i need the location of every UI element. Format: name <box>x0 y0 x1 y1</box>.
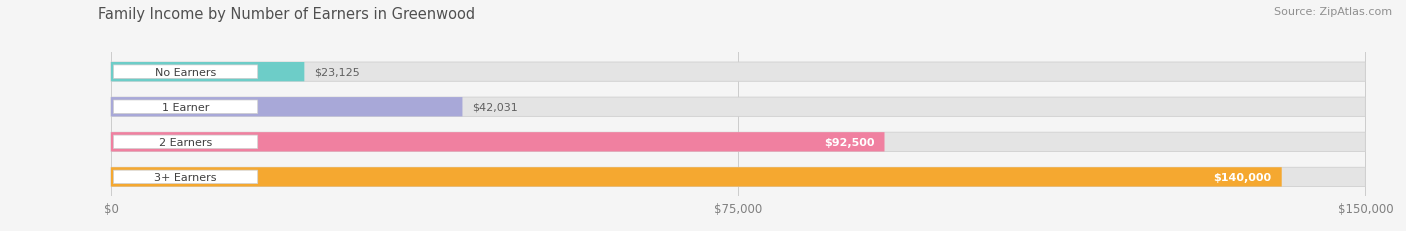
FancyBboxPatch shape <box>111 167 1365 187</box>
Text: $42,031: $42,031 <box>472 102 519 112</box>
Text: $140,000: $140,000 <box>1213 172 1271 182</box>
FancyBboxPatch shape <box>111 167 1282 187</box>
FancyBboxPatch shape <box>114 170 257 184</box>
FancyBboxPatch shape <box>111 63 304 82</box>
FancyBboxPatch shape <box>111 133 1365 152</box>
Text: 1 Earner: 1 Earner <box>162 102 209 112</box>
FancyBboxPatch shape <box>114 135 257 149</box>
Text: 3+ Earners: 3+ Earners <box>155 172 217 182</box>
Text: Source: ZipAtlas.com: Source: ZipAtlas.com <box>1274 7 1392 17</box>
FancyBboxPatch shape <box>111 63 1365 82</box>
Text: $92,500: $92,500 <box>824 137 875 147</box>
FancyBboxPatch shape <box>111 133 884 152</box>
Text: $23,125: $23,125 <box>315 67 360 77</box>
Text: Family Income by Number of Earners in Greenwood: Family Income by Number of Earners in Gr… <box>98 7 475 22</box>
FancyBboxPatch shape <box>111 98 1365 117</box>
FancyBboxPatch shape <box>114 66 257 79</box>
Text: 2 Earners: 2 Earners <box>159 137 212 147</box>
FancyBboxPatch shape <box>111 98 463 117</box>
Text: No Earners: No Earners <box>155 67 217 77</box>
FancyBboxPatch shape <box>114 100 257 114</box>
